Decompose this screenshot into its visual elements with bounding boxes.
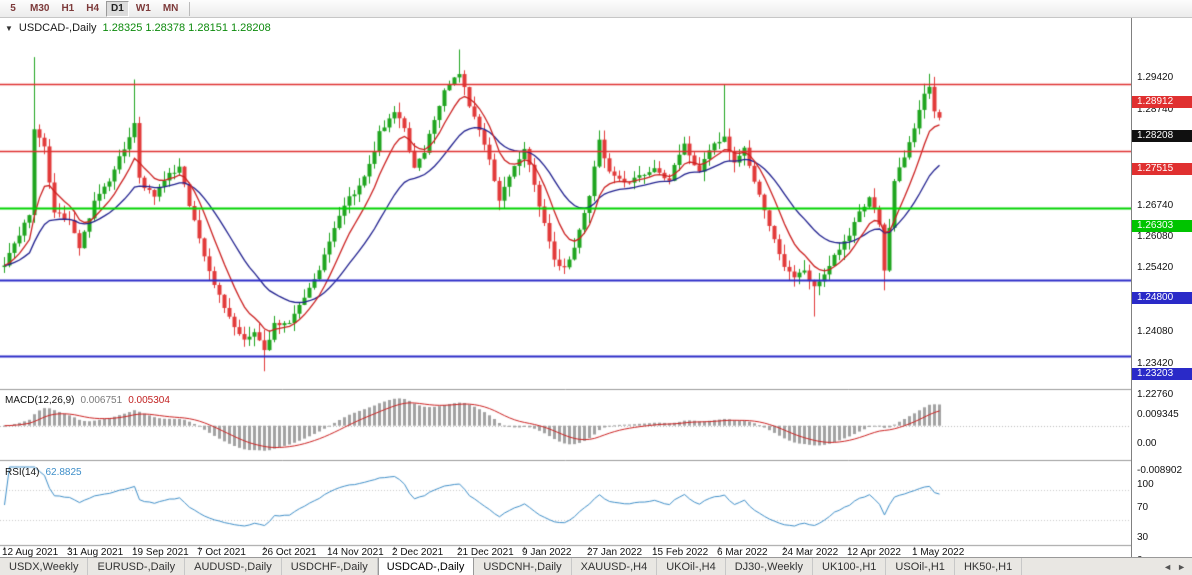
- tab-usdchf-daily[interactable]: USDCHF-,Daily: [282, 558, 378, 575]
- price-scale[interactable]: 1.294201.287401.274201.267401.260801.254…: [1131, 18, 1192, 566]
- chart-area[interactable]: ▼ USDCAD-,Daily 1.28325 1.28378 1.28151 …: [0, 18, 1131, 558]
- date-label: 19 Sep 2021: [132, 547, 189, 558]
- price-level-badge: 1.24800: [1132, 291, 1192, 304]
- symbol-dropdown-icon[interactable]: ▼: [5, 23, 13, 33]
- date-label: 1 May 2022: [912, 547, 965, 558]
- tab-audusd-daily[interactable]: AUDUSD-,Daily: [185, 558, 282, 575]
- timeframe-h1[interactable]: H1: [56, 1, 79, 17]
- date-label: 12 Apr 2022: [847, 547, 901, 558]
- date-label: 6 Mar 2022: [717, 547, 768, 558]
- tabs-navigation: ◄ ►: [1157, 558, 1192, 575]
- price-tick-label: 1.28740: [1137, 104, 1174, 116]
- chart-tabs: USDX,Weekly EURUSD-,Daily AUDUSD-,Daily USD…: [0, 558, 1023, 575]
- timeframe-5[interactable]: 5: [3, 1, 23, 17]
- price-tick-label: 1.25420: [1137, 262, 1174, 274]
- tab-eurusd-daily[interactable]: EURUSD-,Daily: [88, 558, 186, 575]
- rsi-scale-label: 30: [1137, 532, 1149, 544]
- tab-dj30-weekly[interactable]: DJ30-,Weekly: [726, 558, 813, 575]
- tab-xauusd-h4[interactable]: XAUUSD-,H4: [572, 558, 658, 575]
- tabs-scroll-left-icon[interactable]: ◄: [1163, 561, 1173, 572]
- tab-hk50-h1[interactable]: HK50-,H1: [955, 558, 1023, 575]
- date-label: 15 Feb 2022: [652, 547, 709, 558]
- date-label: 31 Aug 2021: [67, 547, 124, 558]
- date-label: 26 Oct 2021: [262, 547, 317, 558]
- macd-scale-label: -0.008902: [1137, 465, 1183, 476]
- macd-scale-label: 0.00: [1137, 437, 1157, 449]
- date-label: 2 Dec 2021: [392, 547, 444, 558]
- timeframe-m30[interactable]: M30: [25, 1, 54, 17]
- timeframe-toolbar: 5 M30 H1 H4 D1 W1 MN: [0, 0, 1192, 18]
- price-tick-label: 1.24080: [1137, 326, 1174, 338]
- rsi-scale-label: 70: [1137, 501, 1149, 513]
- date-label: 27 Jan 2022: [587, 547, 643, 558]
- date-label: 12 Aug 2021: [2, 547, 59, 558]
- timeframe-h4[interactable]: H4: [81, 1, 104, 17]
- toolbar-separator: [189, 1, 191, 16]
- price-level-badge: 1.23203: [1132, 367, 1192, 380]
- tab-usdcad-daily[interactable]: USDCAD-,Daily: [377, 558, 475, 575]
- price-tick-label: 1.26740: [1137, 199, 1174, 211]
- date-label: 24 Mar 2022: [782, 547, 839, 558]
- price-tick-label: 1.29420: [1137, 71, 1174, 83]
- rsi-scale-label: 100: [1137, 479, 1154, 490]
- price-level-badge: 1.26303: [1132, 220, 1192, 233]
- tab-usdcnh-daily[interactable]: USDCNH-,Daily: [474, 558, 572, 575]
- candlestick-chart-canvas[interactable]: [0, 18, 1131, 557]
- date-label: 14 Nov 2021: [327, 547, 384, 558]
- timeframe-d1[interactable]: D1: [106, 0, 129, 17]
- macd-scale-label: 0.009345: [1137, 409, 1179, 420]
- price-level-badge: 1.28912: [1132, 96, 1192, 109]
- price-tick-label: 1.23420: [1137, 357, 1174, 369]
- price-level-badge: 1.28208: [1132, 129, 1192, 142]
- timeframe-w1[interactable]: W1: [131, 1, 156, 17]
- tabs-scroll-right-icon[interactable]: ►: [1177, 561, 1186, 572]
- timeframe-mn[interactable]: MN: [158, 1, 184, 17]
- date-label: 7 Oct 2021: [197, 547, 246, 558]
- tab-ukoil-h4[interactable]: UKOil-,H4: [657, 558, 726, 575]
- timeframe-buttons: 5 M30 H1 H4 D1 W1 MN: [2, 0, 184, 17]
- date-label: 9 Jan 2022: [522, 547, 572, 558]
- price-tick-label: 1.26080: [1137, 230, 1174, 242]
- date-label: 21 Dec 2021: [457, 547, 514, 558]
- price-level-badge: 1.27515: [1132, 162, 1192, 175]
- tab-usoil-h1[interactable]: USOil-,H1: [886, 558, 955, 575]
- tab-usdx-weekly[interactable]: USDX,Weekly: [0, 558, 89, 575]
- tab-uk100-h1[interactable]: UK100-,H1: [813, 558, 887, 575]
- chart-tabs-bar: USDX,Weekly EURUSD-,Daily AUDUSD-,Daily USD…: [0, 557, 1192, 575]
- price-tick-label: 1.22760: [1137, 389, 1174, 400]
